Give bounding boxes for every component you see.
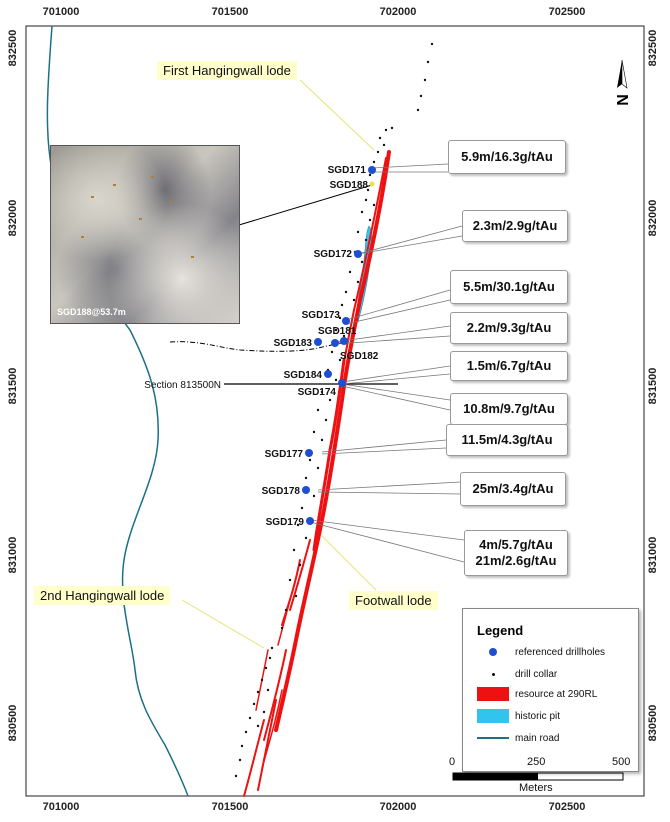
drillhole-label: SGD178 (262, 486, 301, 497)
x-tick-label: 701500 (212, 801, 249, 813)
drillhole-label: SGD183 (274, 338, 313, 349)
y-tick-label: 831500 (647, 368, 659, 405)
drillhole-marker-sgd188 (369, 181, 375, 187)
north-label: N (615, 94, 632, 106)
drillhole-label: SGD173 (302, 310, 341, 321)
road-legend-icon (477, 737, 509, 739)
resource-legend-icon (477, 687, 509, 701)
photo-leader (238, 184, 373, 226)
legend: Legend referenced drillholes drill colla… (462, 608, 639, 772)
photo-caption: SGD188@53.7m (57, 307, 126, 317)
x-tick-label: 702500 (549, 6, 586, 18)
drillhole-marker (306, 517, 314, 525)
pit-legend-icon (477, 709, 509, 723)
y-tick-label: 830500 (7, 705, 19, 742)
drillhole-marker (340, 337, 348, 345)
y-tick-label: 832000 (647, 200, 659, 237)
drillhole-marker (338, 379, 346, 387)
drillhole-label: SGD179 (266, 517, 305, 528)
grade-callout: 10.8m/9.7g/tAu (450, 393, 568, 425)
drillhole-label: SGD172 (314, 249, 353, 260)
drillhole-labels: SGD171 SGD188 SGD172 SGD173 SGD181 SGD18… (262, 165, 379, 528)
grade-callout: 11.5m/4.3g/tAu (446, 424, 568, 456)
grade-callout: 2.2m/9.3g/tAu (450, 312, 568, 344)
second-hangingwall-lode-label: 2nd Hangingwall lode (34, 586, 171, 605)
drillhole-label: SGD182 (340, 351, 379, 362)
y-tick-label: 831000 (7, 537, 19, 574)
drillhole-label: SGD171 (328, 165, 367, 176)
core-photo-inset: SGD188@53.7m (50, 145, 240, 324)
drillhole-marker (368, 166, 376, 174)
drillhole-marker (342, 317, 350, 325)
drillhole-legend-icon (489, 648, 497, 656)
drillhole-label: SGD181 (318, 326, 357, 337)
y-tick-label: 830500 (647, 705, 659, 742)
legend-item: resource at 290RL (477, 687, 597, 701)
lode-leaders (181, 79, 377, 649)
scale-label: 0 (449, 756, 456, 768)
grade-callout-line: 21m/2.6g/tAu (475, 553, 557, 568)
grade-callout: 4m/5.7g/tAu 21m/2.6g/tAu (464, 530, 568, 576)
drillhole-marker (331, 339, 339, 347)
x-tick-label: 702500 (549, 801, 586, 813)
x-tick-label: 701000 (43, 801, 80, 813)
grade-callout-line: 4m/5.7g/tAu (479, 537, 553, 552)
drill-collars (234, 42, 434, 778)
drillhole-label: SGD177 (265, 449, 304, 460)
section-label: Section 813500N (144, 380, 221, 391)
y-tick-label: 831000 (647, 537, 659, 574)
x-tick-label: 701000 (43, 6, 80, 18)
collar-legend-icon (491, 672, 495, 676)
drillhole-marker (314, 338, 322, 346)
legend-item: referenced drillholes (477, 645, 605, 659)
y-axis-ticks: 832500 832000 831500 831000 830500 83250… (7, 30, 659, 742)
drillhole-marker (302, 486, 310, 494)
first-hangingwall-lode-label: First Hangingwall lode (157, 61, 297, 80)
x-axis-ticks: 701000 701500 702000 702500 701000 70150… (43, 6, 586, 813)
drillhole-marker (324, 370, 332, 378)
track-line (169, 341, 346, 352)
scale-unit: Meters (519, 782, 553, 794)
legend-title: Legend (477, 623, 524, 638)
drillhole-label: SGD184 (284, 370, 323, 381)
y-tick-label: 832500 (647, 30, 659, 67)
drillhole-marker (354, 250, 362, 258)
x-tick-label: 702000 (380, 6, 417, 18)
y-tick-label: 832500 (7, 30, 19, 67)
grade-callout: 5.5m/30.1g/tAu (450, 270, 568, 304)
drillhole-label: SGD174 (298, 387, 337, 398)
drillhole-markers (302, 166, 376, 525)
scale-bar (452, 772, 624, 781)
x-tick-label: 701500 (212, 6, 249, 18)
legend-item: historic pit (477, 709, 560, 723)
grade-callout: 1.5m/6.7g/tAu (450, 351, 568, 381)
callout-leaders (309, 163, 465, 563)
y-tick-label: 831500 (7, 368, 19, 405)
grade-callout: 25m/3.4g/tAu (460, 472, 566, 506)
x-tick-label: 702000 (380, 801, 417, 813)
north-arrow-icon: N (615, 59, 632, 106)
grade-callout: 2.3m/2.9g/tAu (462, 210, 568, 242)
drillhole-label: SGD188 (330, 180, 369, 191)
legend-item: drill collar (477, 667, 557, 681)
footwall-lode-label: Footwall lode (349, 591, 438, 610)
grade-callout: 5.9m/16.3g/tAu (448, 140, 566, 174)
scale-label: 500 (612, 756, 631, 768)
scale-label: 250 (527, 756, 546, 768)
y-tick-label: 832000 (7, 200, 19, 237)
drillhole-marker (305, 449, 313, 457)
legend-item: main road (477, 731, 559, 745)
